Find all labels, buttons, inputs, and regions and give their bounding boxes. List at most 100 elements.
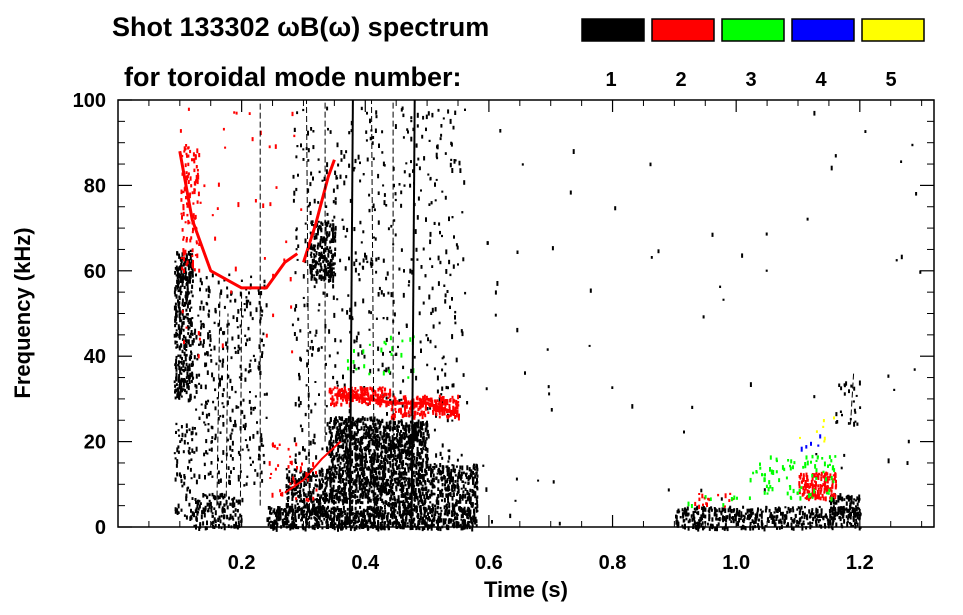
- spectrum-pixel: [375, 496, 378, 500]
- spectrum-pixel: [409, 468, 412, 471]
- spectrum-pixel: [439, 512, 442, 515]
- spectrum-pixel: [320, 266, 323, 269]
- spectrum-pixel: [448, 449, 451, 453]
- spectrum-pixel: [696, 511, 699, 515]
- spectrum-pixel: [291, 516, 293, 520]
- spectrum-pixel: [464, 487, 467, 491]
- spectrum-pixel: [453, 235, 455, 239]
- spectrum-pixel: [278, 506, 281, 511]
- spectrum-pixel: [222, 388, 225, 392]
- spectrum-pixel: [310, 277, 313, 281]
- spectrum-pixel: [293, 127, 296, 132]
- spectrum-pixel: [802, 522, 805, 526]
- spectrum-pixel: [380, 476, 383, 481]
- spectrum-pixel: [462, 257, 465, 262]
- spectrum-pixel: [315, 479, 317, 482]
- spectrum-pixel: [414, 427, 417, 432]
- spectrum-pixel: [191, 284, 194, 289]
- spectrum-pixel: [819, 519, 821, 522]
- spectrum-pixel: [357, 473, 359, 478]
- spectrum-pixel: [759, 513, 762, 517]
- spectrum-pixel: [332, 295, 335, 300]
- spectrum-pixel: [417, 461, 420, 467]
- spectrum-pixel: [408, 436, 410, 441]
- spectrum-pixel: [349, 198, 352, 203]
- spectrum-pixel: [312, 244, 315, 247]
- spectrum-pixel: [702, 508, 705, 512]
- spectrum-pixel: [323, 489, 326, 493]
- spectrum-pixel: [389, 420, 392, 425]
- spectrum-pixel: [343, 180, 346, 186]
- spectrum-pixel: [373, 416, 376, 421]
- spectrum-pixel: [312, 265, 315, 268]
- spectrum-pixel: [441, 234, 443, 238]
- spectrum-pixel: [840, 512, 843, 515]
- spectrum-pixel: [329, 444, 332, 448]
- spectrum-pixel: [187, 466, 189, 470]
- spectrum-pixel: [231, 498, 234, 501]
- spectrum-pixel: [360, 426, 363, 431]
- spectrum-pixel: [178, 472, 181, 477]
- spectrum-pixel: [401, 517, 404, 521]
- spectrum-pixel: [474, 506, 477, 509]
- spectrum-pixel: [243, 484, 246, 487]
- spectrum-pixel: [228, 396, 231, 399]
- spectrum-pixel: [321, 478, 324, 481]
- spectrum-pixel: [711, 523, 714, 527]
- spectrum-pixel: [188, 301, 190, 305]
- spectrum-pixel: [421, 441, 424, 446]
- spectrum-pixel: [330, 436, 332, 441]
- spectrum-pixel: [183, 474, 186, 478]
- spectrum-pixel: [198, 343, 200, 346]
- spectrum-pixel: [376, 482, 379, 487]
- spectrum-pixel: [352, 417, 355, 422]
- spectrum-pixel: [331, 231, 334, 234]
- spectrum-pixel: [208, 502, 211, 505]
- spectrum-pixel: [205, 402, 208, 405]
- spectrum-pixel: [317, 348, 320, 352]
- spectrum-pixel: [744, 526, 747, 531]
- spectrum-pixel: [376, 447, 379, 450]
- spectrum-pixel: [445, 269, 448, 274]
- spectrum-pixel: [337, 428, 340, 433]
- spectrum-pixel: [247, 326, 250, 331]
- spectrum-pixel: [405, 422, 408, 425]
- spectrum-pixel: [337, 526, 339, 532]
- spectrum-pixel: [204, 384, 207, 390]
- spectrum-pixel: [694, 510, 697, 513]
- spectrum-pixel: [365, 429, 368, 433]
- spectrum-pixel: [387, 291, 390, 295]
- spectrum-pixel: [206, 452, 209, 455]
- spectrum-pixel: [445, 385, 448, 390]
- spectrum-pixel: [261, 309, 264, 313]
- spectrum-pixel: [314, 483, 317, 487]
- spectrum-pixel: [294, 511, 297, 517]
- spectrum-pixel: [415, 422, 418, 425]
- spectrum-pixel: [423, 526, 426, 530]
- spectrum-pixel: [310, 409, 313, 414]
- spectrum-pixel: [333, 236, 336, 240]
- spectrum-pixel: [433, 485, 436, 489]
- spectrum-pixel: [327, 260, 330, 263]
- spectrum-pixel: [433, 466, 436, 470]
- spectrum-pixel: [310, 267, 313, 272]
- spectrum-pixel: [350, 129, 353, 133]
- spectrum-pixel: [316, 261, 318, 265]
- spectrum-pixel: [462, 508, 465, 513]
- spectrum-pixel: [352, 521, 355, 526]
- spectrum-pixel: [384, 521, 386, 525]
- spectrum-pixel: [187, 398, 190, 403]
- spectrum-pixel: [446, 471, 449, 477]
- spectrum-pixel: [429, 257, 432, 261]
- spectrum-pixel: [345, 175, 348, 179]
- spectrum-pixel: [328, 274, 331, 279]
- spectrum-pixel: [195, 501, 198, 504]
- spectrum-pixel: [704, 514, 707, 519]
- spectrum-pixel: [391, 498, 394, 501]
- spectrum-pixel: [454, 310, 457, 314]
- spectrum-pixel: [446, 506, 448, 510]
- spectrum-pixel: [389, 454, 392, 457]
- spectrum-pixel: [405, 162, 408, 165]
- spectrum-pixel: [312, 267, 315, 270]
- spectrum-pixel: [301, 523, 304, 528]
